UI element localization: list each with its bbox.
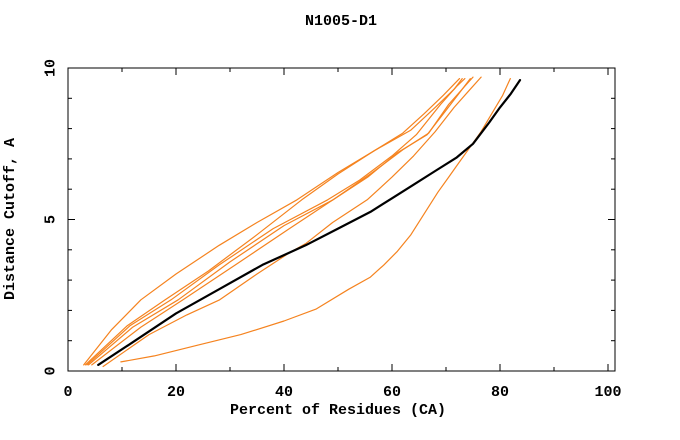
series-model-orange-2 — [84, 77, 463, 366]
series-model-orange-5 — [91, 76, 474, 366]
series-model-orange-1 — [83, 77, 461, 366]
x-tick-label: 40 — [275, 384, 293, 401]
series-reference-black — [97, 78, 522, 366]
x-tick-label: 0 — [63, 384, 72, 401]
y-tick-label: 5 — [43, 215, 60, 224]
data-series — [83, 76, 522, 368]
series-model-orange-3 — [86, 77, 466, 366]
x-tick-label: 80 — [491, 384, 509, 401]
series-model-orange-6 — [102, 76, 482, 368]
axis-ticks — [67, 67, 615, 372]
x-axis-label: Percent of Residues (CA) — [230, 402, 446, 419]
chart-title: N1005-D1 — [305, 13, 377, 30]
x-tick-label: 60 — [383, 384, 401, 401]
x-tick-label: 100 — [594, 384, 621, 401]
x-tick-label: 20 — [167, 384, 185, 401]
axis-tick-labels: 0 20 40 60 80 100 0 5 10 — [43, 59, 622, 401]
y-tick-label: 10 — [43, 59, 60, 77]
y-tick-label: 0 — [43, 366, 60, 375]
plot-frame — [67, 67, 616, 372]
y-axis-label: Distance Cutoff, A — [2, 138, 19, 300]
